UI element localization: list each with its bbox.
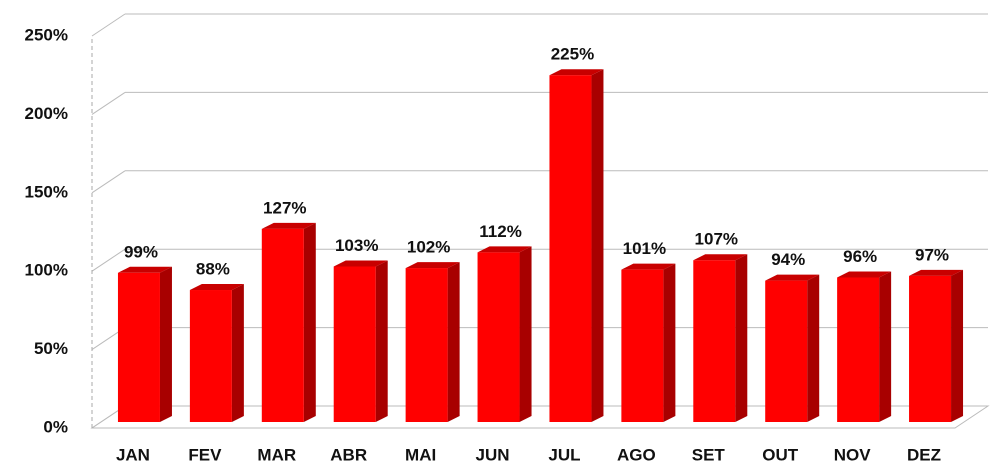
bar-top (189, 284, 244, 291)
bar-side (591, 69, 604, 422)
bar-top (837, 271, 892, 278)
bar-side (519, 246, 532, 422)
bar-top (117, 266, 172, 273)
bar-side (951, 269, 964, 422)
bar (477, 252, 520, 422)
value-label: 96% (843, 247, 877, 266)
bar (333, 266, 376, 422)
bar-top (333, 260, 388, 267)
y-tick-label: 200% (25, 104, 68, 123)
value-label: 102% (407, 238, 450, 257)
bar (693, 260, 736, 422)
value-label: 94% (771, 250, 805, 269)
bar-top (693, 254, 748, 261)
bar-top (549, 69, 604, 76)
value-label: 127% (263, 198, 306, 217)
x-tick-label: SET (692, 445, 726, 464)
x-tick-label: DEZ (907, 445, 941, 464)
bar-side (159, 266, 172, 422)
bar-side (375, 260, 388, 422)
bar (261, 228, 304, 422)
y-tick-label: 0% (43, 417, 68, 436)
bar (549, 75, 592, 422)
value-label: 101% (623, 239, 666, 258)
y-tick-label: 50% (34, 339, 68, 358)
bar-top (621, 263, 676, 270)
bar-side (303, 222, 316, 422)
bar-side (735, 254, 748, 422)
bar-top (909, 269, 964, 276)
x-tick-label: MAI (405, 445, 436, 464)
value-label: 107% (695, 230, 738, 249)
bar (117, 272, 160, 422)
x-tick-label: NOV (834, 445, 872, 464)
y-tick-label: 150% (25, 182, 68, 201)
x-tick-label: ABR (330, 445, 367, 464)
bar-side (447, 262, 460, 422)
x-tick-label: MAR (257, 445, 296, 464)
x-tick-label: JAN (116, 445, 150, 464)
bar-top (405, 262, 460, 269)
bar-side (663, 263, 676, 422)
x-tick-label: AGO (617, 445, 656, 464)
bar-top (477, 246, 532, 253)
bar-side (231, 284, 244, 422)
bar-top (261, 222, 316, 229)
value-label: 103% (335, 236, 378, 255)
bar (405, 268, 448, 422)
x-tick-label: JUL (548, 445, 580, 464)
grid-depth-line (91, 13, 126, 37)
value-label: 112% (479, 222, 522, 241)
x-tick-label: JUN (476, 445, 510, 464)
bar (621, 269, 664, 422)
y-tick-label: 250% (25, 25, 68, 44)
bar-top (765, 274, 820, 281)
x-tick-label: OUT (762, 445, 799, 464)
bar (909, 275, 952, 422)
bar (765, 280, 808, 422)
bar-side (807, 274, 820, 422)
bar-side (879, 271, 892, 422)
value-label: 88% (196, 260, 230, 279)
value-label: 99% (124, 242, 158, 261)
value-label: 225% (551, 45, 594, 64)
bar (837, 277, 880, 422)
grid-depth-line (91, 91, 126, 115)
value-label: 97% (915, 245, 949, 264)
bar (189, 290, 232, 422)
y-tick-label: 100% (25, 261, 68, 280)
x-tick-label: FEV (188, 445, 222, 464)
grid-depth-line (91, 248, 126, 272)
grid-depth-line (91, 170, 126, 194)
